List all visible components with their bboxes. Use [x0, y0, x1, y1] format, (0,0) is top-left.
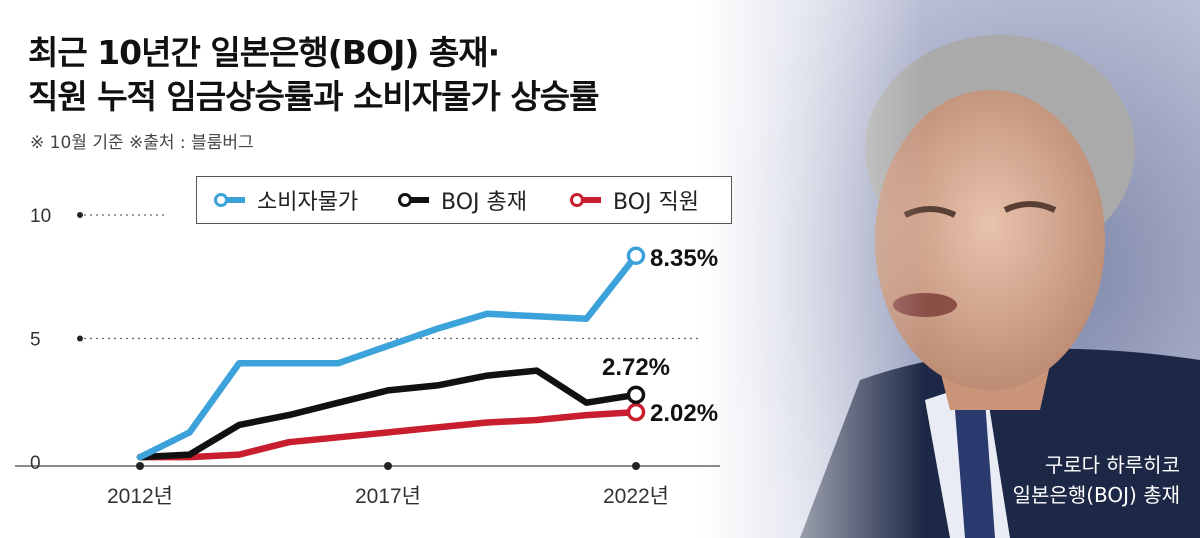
x-tick-label: 2017년	[355, 485, 421, 508]
legend-label-staff: BOJ 직원	[613, 190, 699, 215]
chart-legend: 소비자물가 BOJ 총재 BOJ 직원	[196, 176, 732, 224]
data-label: 2.72%	[602, 354, 670, 381]
series-line	[136, 367, 640, 461]
y-tick-dot	[77, 212, 83, 218]
data-label: 2.02%	[650, 400, 718, 427]
y-tick-dot	[77, 335, 83, 342]
legend-item-cpi: 소비자물가	[213, 177, 358, 223]
chart-title-line2: 직원 누적 임금상승률과 소비자물가 상승률	[28, 77, 599, 116]
x-tick-dot	[136, 462, 144, 470]
x-tick-dot	[384, 462, 392, 470]
legend-item-governor: BOJ 총재	[397, 177, 527, 223]
chart-labels: 10 5 0 2012년 2017년 2022년 8.35% 2.72% 2.02%	[30, 206, 718, 508]
series-end-point	[626, 246, 646, 266]
chart-axes	[15, 462, 720, 470]
chart-series	[136, 246, 646, 461]
photo-caption-name: 구로다 하루히코	[1044, 453, 1180, 477]
x-tick-label: 2012년	[107, 485, 173, 508]
y-tick-label: 5	[30, 330, 41, 351]
legend-marker-governor	[398, 193, 429, 207]
data-label: 8.35%	[650, 245, 718, 272]
legend-item-staff: BOJ 직원	[569, 177, 699, 223]
y-tick-label: 10	[30, 206, 51, 227]
legend-marker-staff	[570, 193, 601, 207]
x-tick-label: 2022년	[603, 485, 669, 508]
y-tick-label: 0	[30, 453, 41, 474]
x-tick-dot	[632, 462, 640, 470]
photo-caption: 구로다 하루히코 일본은행(BOJ) 총재	[1013, 450, 1180, 510]
photo-caption-title: 일본은행(BOJ) 총재	[1012, 483, 1180, 507]
series-end-point	[626, 402, 646, 422]
legend-marker-cpi	[214, 193, 245, 207]
source-note: ※ 10월 기준 ※출처 : 블룸버그	[30, 133, 254, 153]
legend-label-governor: BOJ 총재	[441, 190, 527, 215]
series-end-point	[626, 385, 646, 405]
series-line	[136, 252, 640, 461]
series-line	[136, 408, 640, 461]
legend-label-cpi: 소비자물가	[257, 190, 359, 215]
chart-gridlines	[77, 212, 700, 342]
chart-title-line1: 최근 10년간 일본은행(BOJ) 총재·	[28, 33, 500, 72]
